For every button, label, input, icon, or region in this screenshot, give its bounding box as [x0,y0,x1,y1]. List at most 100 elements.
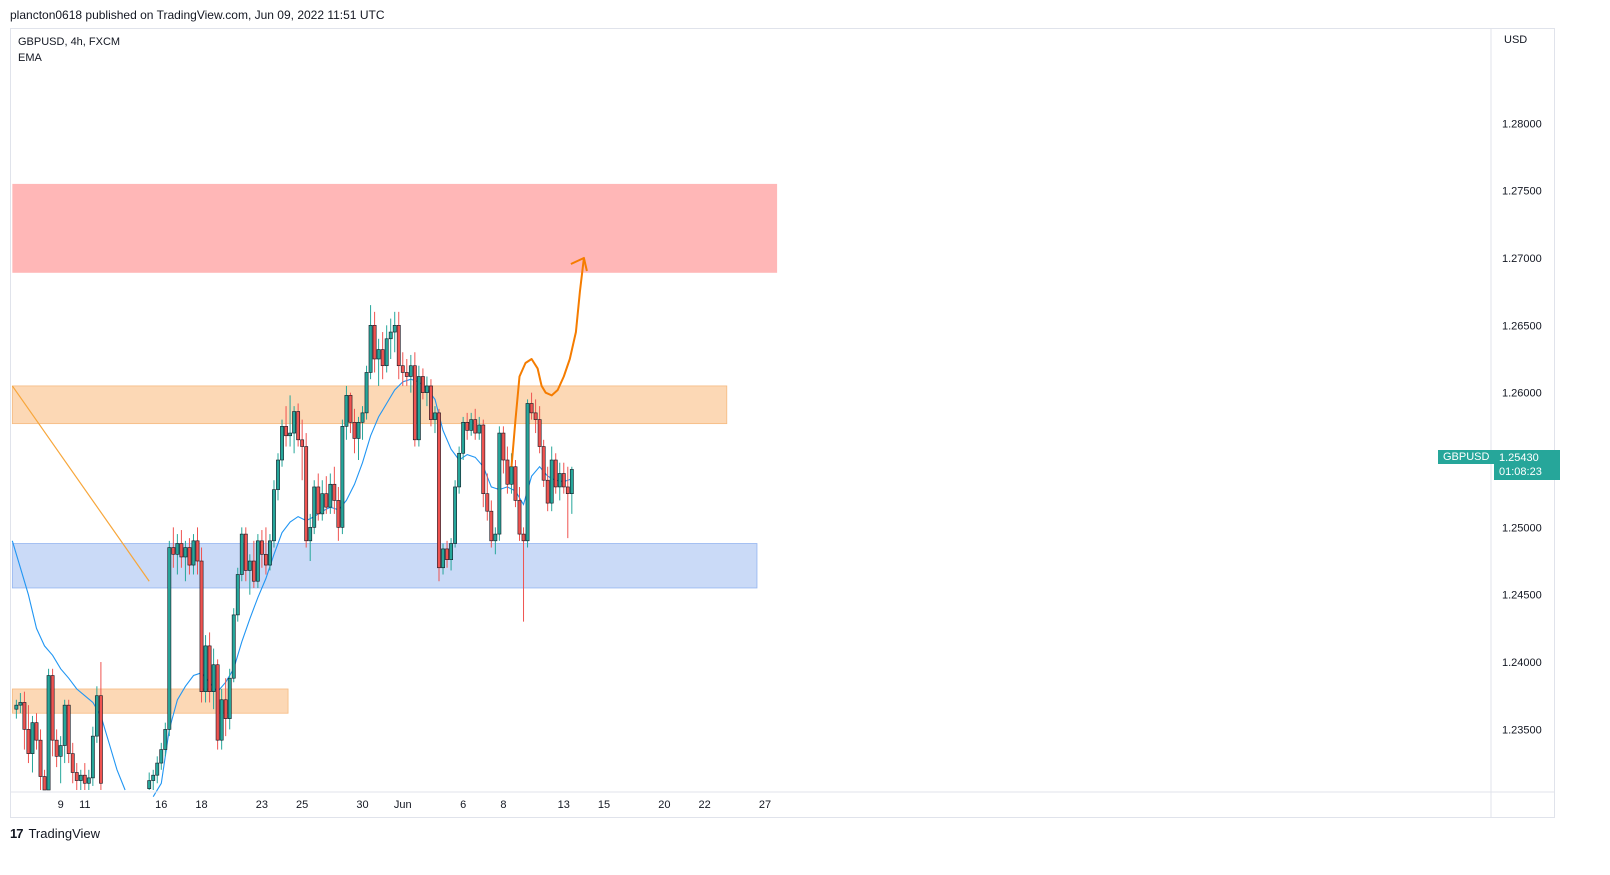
candle [90,726,95,786]
candle [199,547,204,703]
candle-body [155,762,160,776]
candle [316,473,321,521]
candle-body [251,560,256,582]
candle [525,399,530,548]
candle [155,756,160,784]
candle [497,426,502,541]
candle-body [380,349,385,367]
candle [26,705,31,764]
candle-body [195,540,200,562]
candle-body [392,325,397,333]
candle [171,527,176,568]
candle-body [509,466,514,485]
candle [425,376,429,407]
candle [332,466,337,514]
candle-body [312,486,317,528]
candle [191,534,196,575]
candle-body [300,439,305,447]
candle-body [18,702,23,706]
candle [46,668,51,791]
candle [348,392,353,434]
x-tick-label: 23 [256,799,268,811]
candle [388,318,393,359]
candle-body [46,675,51,791]
candle-body [457,452,462,488]
candle [203,635,208,703]
candle [54,729,59,768]
candle [175,534,180,575]
candle [14,699,19,719]
candle [344,385,349,440]
candle [243,527,248,582]
y-tick-label: 1.27500 [1502,186,1542,198]
candle [400,352,405,386]
trendline [11,385,150,582]
candle-body [372,325,377,360]
candle [493,527,498,555]
zone-demand [11,543,758,589]
candle-body [360,412,365,423]
candle-body [264,553,268,566]
candle [70,742,75,784]
candle [469,412,474,436]
candle [50,668,55,757]
candle [251,540,256,588]
candle [167,540,172,737]
candle [183,540,188,582]
candle [537,406,542,454]
axes-layer: 1.280001.275001.270001.265001.260001.255… [11,29,1554,817]
candle-body [445,548,449,560]
candle-body [420,376,425,393]
candle [360,406,365,440]
candle [561,462,566,494]
candle [477,416,482,440]
candle-body [320,493,325,515]
candle [328,473,333,514]
x-tick-label: 16 [155,799,167,811]
y-tick-label: 1.26000 [1502,388,1542,400]
candle-body [191,540,196,566]
candle-body [348,395,353,423]
footer[interactable]: 17 TradingView [10,826,100,841]
candle [304,433,309,548]
candle-body [207,645,212,692]
candle-body [78,774,83,781]
candle [356,416,361,461]
candle-body [569,469,574,494]
candle [549,446,554,512]
indicator-label: EMA [18,52,42,64]
candle [42,769,47,791]
candle-body [203,645,208,692]
x-tick-label: 6 [460,799,466,811]
candle [340,419,345,535]
candle-body [175,543,180,555]
candle-body [408,365,413,377]
candle-body [171,547,176,555]
candle-body [227,677,232,719]
candle-body [384,338,389,367]
chart-frame[interactable] [10,28,1555,818]
candle [272,480,276,548]
candle-body [272,489,276,542]
candle [300,419,305,481]
candle-body [465,421,470,431]
candle-body [42,776,47,791]
candle-body [147,780,152,789]
candle-body [388,331,393,340]
candle [513,460,518,508]
trendline-layer [11,385,150,582]
candle-body [231,614,236,679]
y-tick-label: 1.25000 [1502,522,1542,534]
candle [147,772,152,790]
candle [259,530,264,568]
candle [235,567,240,622]
candle [280,419,284,467]
candle-body [151,774,156,781]
candle [308,513,313,562]
candle [533,399,538,434]
candle-body [34,722,39,741]
candle-body [243,533,248,571]
x-tick-label: 27 [759,799,771,811]
x-tick-label: 22 [699,799,711,811]
